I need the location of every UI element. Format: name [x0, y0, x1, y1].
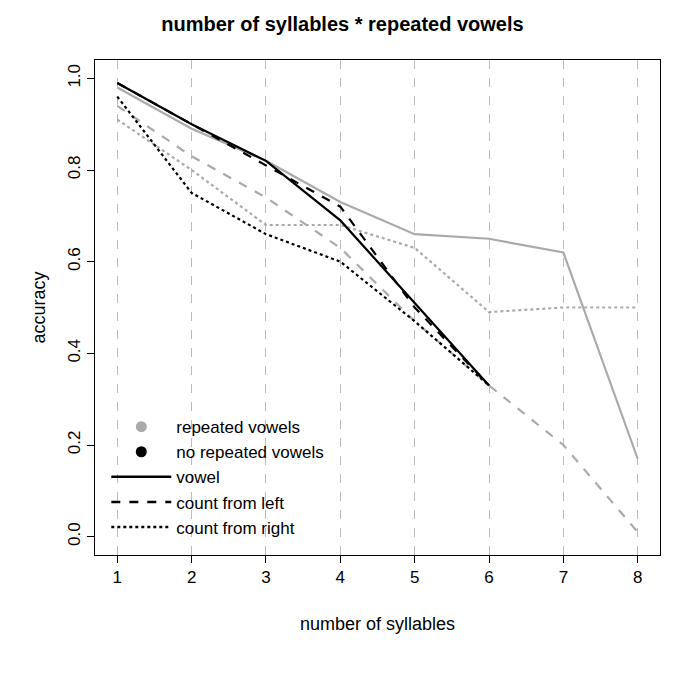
svg-text:number of syllables: number of syllables — [300, 614, 455, 634]
svg-text:3: 3 — [261, 568, 270, 587]
svg-text:vowel: vowel — [176, 468, 219, 487]
svg-text:0.8: 0.8 — [65, 156, 84, 180]
svg-text:0.0: 0.0 — [65, 522, 84, 546]
svg-text:1.0: 1.0 — [65, 64, 84, 88]
svg-text:count from left: count from left — [176, 494, 284, 513]
svg-text:6: 6 — [484, 568, 493, 587]
svg-text:7: 7 — [559, 568, 568, 587]
svg-text:count from right: count from right — [176, 519, 294, 538]
svg-text:8: 8 — [633, 568, 642, 587]
svg-text:0.2: 0.2 — [65, 431, 84, 455]
svg-text:repeated vowels: repeated vowels — [176, 418, 300, 437]
svg-text:4: 4 — [336, 568, 345, 587]
svg-text:2: 2 — [187, 568, 196, 587]
svg-text:1: 1 — [113, 568, 122, 587]
svg-text:5: 5 — [410, 568, 419, 587]
svg-text:number of syllables * repeated: number of syllables * repeated vowels — [161, 13, 523, 35]
svg-text:0.4: 0.4 — [65, 339, 84, 363]
svg-text:0.6: 0.6 — [65, 247, 84, 271]
svg-text:no repeated vowels: no repeated vowels — [176, 443, 323, 462]
svg-text:accuracy: accuracy — [29, 271, 49, 343]
